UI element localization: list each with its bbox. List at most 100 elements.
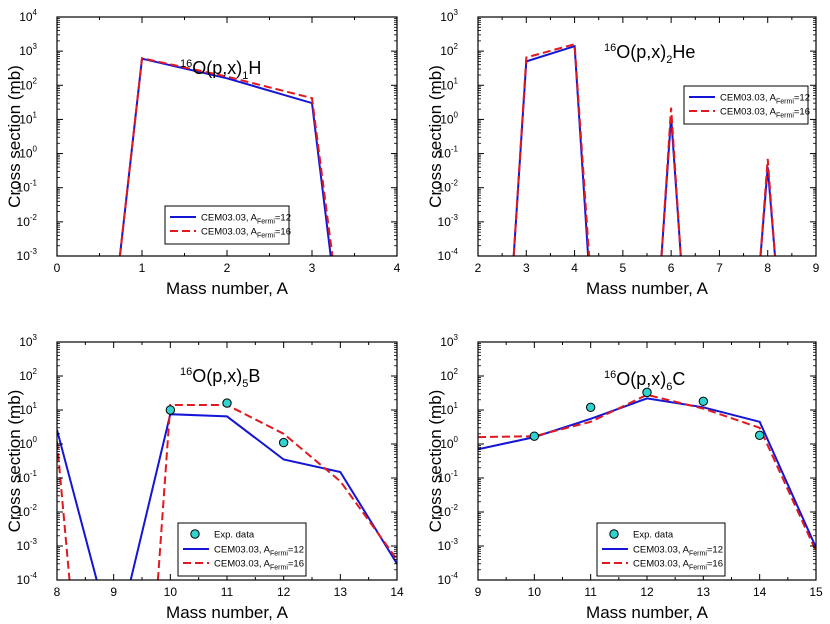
x-tick-label: 2 bbox=[475, 261, 482, 275]
y-tick-label: 10-2 bbox=[438, 503, 459, 519]
y-axis-label: Cross section (mb) bbox=[5, 65, 24, 208]
y-tick-label: 101 bbox=[19, 110, 37, 126]
chart-panel-3: 8 9 10 11 12 13 14 10-4 10-3 10-2 10-1 100 101 102 103… bbox=[5, 333, 404, 622]
y-tick-label: 103 bbox=[19, 42, 37, 58]
exp-data-point bbox=[754, 430, 765, 441]
x-tick-label: 9 bbox=[110, 585, 117, 599]
x-tick-label: 7 bbox=[716, 261, 723, 275]
legend-marker-exp-data bbox=[190, 529, 200, 539]
x-axis-label: Mass number, A bbox=[166, 603, 289, 622]
y-tick-label: 10-3 bbox=[17, 537, 38, 553]
chart-title: 16O(p,x)2He bbox=[604, 42, 695, 66]
x-tick-label: 0 bbox=[54, 261, 61, 275]
legend-label-afermi-12: CEM03.03, AFermi=12 bbox=[633, 545, 723, 558]
y-tick-label: 10-4 bbox=[438, 247, 459, 263]
x-tick-label: 6 bbox=[668, 261, 675, 275]
legend-box bbox=[164, 205, 290, 245]
series-afermi-16-line-3 bbox=[759, 158, 776, 256]
chart-panel-1: 0 1 2 3 4 10-3 10-2 10-1 100 101 102 103 104 Mass num… bbox=[5, 8, 401, 298]
x-tick-label: 9 bbox=[475, 585, 482, 599]
y-tick-label: 100 bbox=[440, 110, 458, 126]
legend-label-afermi-16: CEM03.03, AFermi=16 bbox=[201, 227, 291, 240]
y-tick-label: 10-2 bbox=[438, 179, 459, 195]
x-tick-label: 3 bbox=[523, 261, 530, 275]
legend-label-exp-data: Exp. data bbox=[633, 530, 674, 541]
y-axis-label: Cross section (mb) bbox=[5, 390, 24, 533]
chart-panel-4: 9 10 11 12 13 14 15 10-4 10-3 10-2 10-1 100 101 102 10… bbox=[426, 333, 823, 622]
y-tick-label: 10-3 bbox=[438, 537, 459, 553]
y-tick-label: 103 bbox=[440, 333, 458, 349]
series-afermi-16-line bbox=[478, 393, 816, 552]
x-tick-label: 12 bbox=[640, 585, 654, 599]
y-tick-label: 101 bbox=[440, 76, 458, 92]
y-tick-label: 10-2 bbox=[17, 503, 38, 519]
legend-box bbox=[683, 85, 809, 125]
legend-label-afermi-12: CEM03.03, AFermi=12 bbox=[720, 93, 810, 106]
x-tick-label: 10 bbox=[528, 585, 542, 599]
y-tick-label: 10-3 bbox=[438, 213, 459, 229]
x-tick-label: 3 bbox=[309, 261, 316, 275]
series-afermi-12-line-1 bbox=[57, 429, 98, 580]
x-tick-label: 4 bbox=[571, 261, 578, 275]
legend-marker-exp-data bbox=[609, 529, 619, 539]
legend-label-afermi-16: CEM03.03, AFermi=16 bbox=[633, 559, 723, 572]
y-tick-label: 103 bbox=[19, 333, 37, 349]
y-tick-label: 10-1 bbox=[438, 469, 459, 485]
y-tick-label: 10-1 bbox=[438, 145, 459, 161]
x-tick-label: 2 bbox=[224, 261, 231, 275]
y-tick-label: 103 bbox=[440, 8, 458, 24]
exp-data-point bbox=[642, 387, 652, 398]
x-tick-label: 14 bbox=[390, 585, 404, 599]
x-tick-label: 8 bbox=[764, 261, 771, 275]
x-tick-label: 11 bbox=[584, 585, 597, 599]
y-tick-label: 101 bbox=[440, 401, 458, 417]
y-tick-label: 100 bbox=[440, 435, 458, 451]
legend-label-afermi-12: CEM03.03, AFermi=12 bbox=[214, 545, 304, 558]
y-tick-label: 10-4 bbox=[438, 571, 459, 587]
legend-label-exp-data: Exp. data bbox=[214, 530, 255, 541]
series-afermi-12-line-2 bbox=[660, 116, 682, 256]
x-tick-label: 14 bbox=[753, 585, 767, 599]
y-tick-label: 10-1 bbox=[17, 179, 38, 195]
x-axis-label: Mass number, A bbox=[586, 603, 709, 622]
y-tick-label: 102 bbox=[19, 367, 37, 383]
legend-label-afermi-16: CEM03.03, AFermi=16 bbox=[214, 559, 304, 572]
x-axis-label: Mass number, A bbox=[586, 279, 709, 298]
exp-data-point bbox=[529, 431, 540, 441]
legend-label-afermi-16: CEM03.03, AFermi=16 bbox=[720, 107, 810, 120]
y-tick-label: 101 bbox=[19, 401, 37, 417]
x-tick-label: 15 bbox=[809, 585, 823, 599]
exp-data-point bbox=[165, 405, 176, 415]
x-tick-label: 1 bbox=[139, 261, 146, 275]
x-tick-label: 11 bbox=[221, 585, 234, 599]
chart-title: 16O(p,x)1H bbox=[180, 58, 261, 82]
y-tick-label: 102 bbox=[440, 367, 458, 383]
x-axis-label: Mass number, A bbox=[166, 279, 289, 298]
series-afermi-12-line-2 bbox=[129, 413, 397, 580]
x-tick-label: 12 bbox=[277, 585, 291, 599]
series-afermi-16-line-1 bbox=[512, 42, 591, 256]
y-axis-label: Cross section (mb) bbox=[426, 390, 445, 533]
y-tick-label: 102 bbox=[440, 42, 458, 58]
x-tick-label: 4 bbox=[394, 261, 401, 275]
y-tick-label: 104 bbox=[19, 8, 37, 24]
y-tick-label: 10-2 bbox=[17, 213, 38, 229]
exp-data-point bbox=[585, 402, 596, 413]
x-tick-label: 13 bbox=[697, 585, 711, 599]
y-tick-label: 100 bbox=[19, 435, 37, 451]
x-tick-label: 13 bbox=[334, 585, 348, 599]
legend-label-afermi-12: CEM03.03, AFermi=12 bbox=[201, 213, 291, 226]
x-tick-label: 10 bbox=[164, 585, 178, 599]
y-tick-label: 10-3 bbox=[17, 247, 38, 263]
y-axis-label: Cross section (mb) bbox=[426, 65, 445, 208]
series-afermi-16-line bbox=[118, 56, 334, 256]
x-tick-label: 5 bbox=[620, 261, 627, 275]
y-tick-label: 100 bbox=[19, 145, 37, 161]
exp-data-point bbox=[222, 398, 232, 408]
x-tick-label: 9 bbox=[813, 261, 820, 275]
chart-title: 16O(p,x)6C bbox=[604, 369, 685, 393]
